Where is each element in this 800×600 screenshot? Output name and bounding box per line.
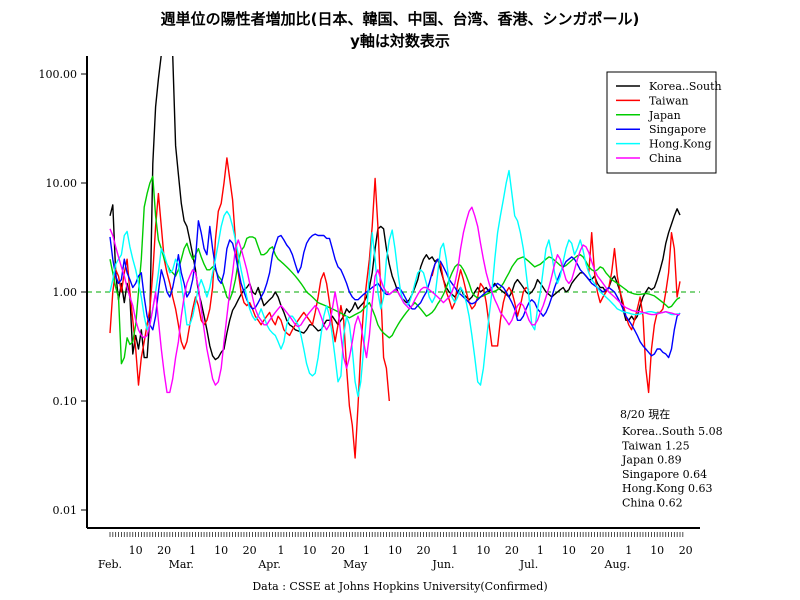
note-title: 8/20 現在 (620, 408, 670, 421)
x-ticks: 10 20 1 10 20 1 10 20 1 10 20 1 10 20 1 10 20 1 10 20 Feb. Ma… (98, 532, 693, 571)
x-tick-label: 20 (590, 544, 604, 557)
x-tick-label: 10 (303, 544, 317, 557)
series-line-korea-south (109, 56, 681, 361)
x-tick-label: 10 (476, 544, 490, 557)
y-tick-label: 0.10 (53, 395, 78, 408)
y-tick-label: 10.00 (46, 177, 78, 190)
x-tick-label: 20 (157, 544, 171, 557)
legend-label: Singapore (649, 123, 706, 136)
legend-label: Korea..South (649, 80, 722, 93)
x-tick-label: 1 (537, 544, 544, 557)
legend-label: Japan (648, 109, 681, 122)
x-tick-label: 10 (388, 544, 402, 557)
source-caption: Data : CSSE at Johns Hopkins University(… (252, 580, 547, 593)
plot-area (87, 56, 700, 459)
x-tick-label: 1 (278, 544, 285, 557)
x-month-label: Apr. (257, 558, 281, 571)
x-tick-label: 10 (129, 544, 143, 557)
series-line-hong-kong (109, 169, 680, 398)
y-tick-label: 0.01 (53, 504, 78, 517)
x-tick-label: 1 (363, 544, 370, 557)
x-month-label: Aug. (604, 558, 631, 571)
note-item: Taiwan 1.25 (622, 439, 690, 452)
x-tick-label: 20 (243, 544, 257, 557)
note-item: Singapore 0.64 (622, 468, 707, 481)
note-item: Korea..South 5.08 (622, 425, 723, 438)
legend-label: Hong.Kong (649, 138, 712, 151)
note-item: Hong.Kong 0.63 (622, 482, 713, 495)
x-tick-label: 20 (679, 544, 693, 557)
x-month-label: Jun. (431, 558, 454, 571)
x-tick-label: 20 (505, 544, 519, 557)
x-tick-label: 1 (189, 544, 196, 557)
x-month-label: May (343, 558, 368, 571)
x-tick-label: 10 (562, 544, 576, 557)
series-line-china (109, 206, 680, 394)
note-item: Japan 0.89 (621, 454, 682, 467)
x-month-label: Jul. (519, 558, 539, 571)
y-ticks: 0.01 0.10 1.00 10.00 100.00 (39, 68, 87, 517)
y-tick-label: 1.00 (53, 286, 78, 299)
chart-subtitle: y軸は対数表示 (350, 32, 450, 50)
x-tick-label: 10 (214, 544, 228, 557)
x-tick-label: 1 (625, 544, 632, 557)
x-tick-label: 20 (331, 544, 345, 557)
x-month-label: Feb. (98, 558, 122, 571)
series-line-taiwan (109, 157, 390, 459)
x-tick-label: 10 (650, 544, 664, 557)
legend-label: China (649, 152, 682, 165)
note-item: China 0.62 (622, 497, 683, 510)
y-tick-label: 100.00 (39, 68, 78, 81)
x-month-label: Mar. (169, 558, 194, 571)
chart-title: 週単位の陽性者増加比(日本、韓国、中国、台湾、香港、シンガポール) (161, 10, 640, 28)
legend-label: Taiwan (649, 94, 689, 107)
x-tick-label: 20 (417, 544, 431, 557)
x-tick-label: 1 (451, 544, 458, 557)
legend-box (606, 71, 717, 174)
series-layer (87, 56, 700, 459)
